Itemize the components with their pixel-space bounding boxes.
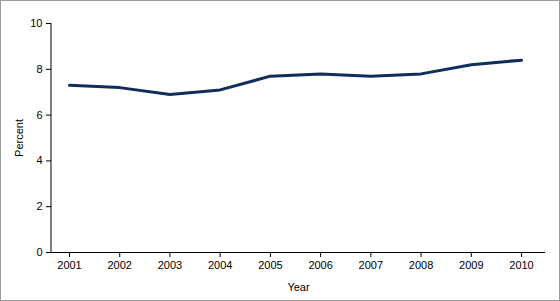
svg-text:Percent: Percent	[13, 119, 25, 157]
svg-text:6: 6	[36, 109, 42, 121]
svg-text:2006: 2006	[308, 259, 332, 271]
svg-text:0: 0	[36, 246, 42, 258]
svg-text:2001: 2001	[57, 259, 81, 271]
svg-text:2003: 2003	[158, 259, 182, 271]
svg-text:10: 10	[30, 17, 42, 29]
svg-text:2010: 2010	[509, 259, 533, 271]
svg-text:2005: 2005	[258, 259, 282, 271]
svg-text:8: 8	[36, 63, 42, 75]
svg-text:2002: 2002	[107, 259, 131, 271]
svg-text:2007: 2007	[359, 259, 383, 271]
svg-text:2004: 2004	[208, 259, 232, 271]
svg-text:2: 2	[36, 200, 42, 212]
svg-text:2008: 2008	[409, 259, 433, 271]
svg-text:Year: Year	[287, 281, 310, 293]
svg-text:4: 4	[36, 154, 42, 166]
svg-text:2009: 2009	[459, 259, 483, 271]
